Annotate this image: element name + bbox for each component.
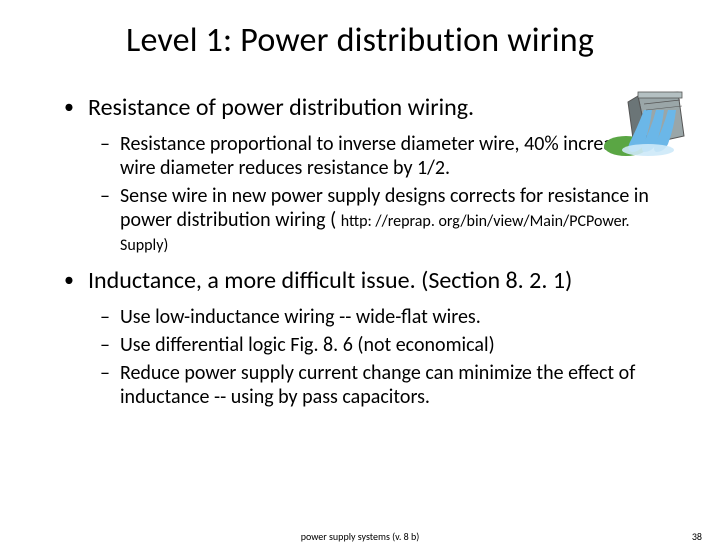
bullet-resistance-sub1: – Resistance proportional to inverse dia… bbox=[100, 132, 670, 180]
bullet-marker-dot: • bbox=[64, 93, 74, 121]
bullet-text: Sense wire in new power supply designs c… bbox=[120, 184, 670, 256]
dam-clipart bbox=[604, 86, 694, 158]
page-number: 38 bbox=[692, 530, 702, 543]
bullet-marker-dash: – bbox=[100, 333, 110, 357]
dam-icon bbox=[604, 86, 694, 158]
bullet-inductance-sub1: – Use low-inductance wiring -- wide-flat… bbox=[100, 305, 670, 329]
bullet-marker-dash: – bbox=[100, 132, 110, 156]
bullet-text: Use differential logic Fig. 8. 6 (not ec… bbox=[120, 333, 495, 357]
bullet-marker-dot: • bbox=[64, 266, 74, 294]
bullet-inductance: • Inductance, a more difficult issue. (S… bbox=[64, 266, 670, 295]
bullet-inductance-sub2: – Use differential logic Fig. 8. 6 (not … bbox=[100, 333, 670, 357]
bullet-text: Use low-inductance wiring -- wide-flat w… bbox=[120, 305, 481, 329]
bullet-marker-dash: – bbox=[100, 361, 110, 385]
slide-container: Level 1: Power distribution wiring • Res… bbox=[0, 0, 720, 540]
bullet-text: Resistance of power distribution wiring. bbox=[88, 93, 474, 122]
bullet-text: Reduce power supply current change can m… bbox=[120, 361, 670, 409]
bullet-resistance: • Resistance of power distribution wirin… bbox=[64, 93, 670, 122]
slide-title: Level 1: Power distribution wiring bbox=[50, 20, 670, 61]
bullet-text: Inductance, a more difficult issue. (Sec… bbox=[88, 266, 572, 295]
bullet-marker-dash: – bbox=[100, 184, 110, 208]
bullet-inductance-sub3: – Reduce power supply current change can… bbox=[100, 361, 670, 409]
bullet-resistance-sub2: – Sense wire in new power supply designs… bbox=[100, 184, 670, 256]
bullet-marker-dash: – bbox=[100, 305, 110, 329]
bullet-text: Resistance proportional to inverse diame… bbox=[120, 132, 670, 180]
footer-center-text: power supply systems (v. 8 b) bbox=[301, 530, 420, 543]
